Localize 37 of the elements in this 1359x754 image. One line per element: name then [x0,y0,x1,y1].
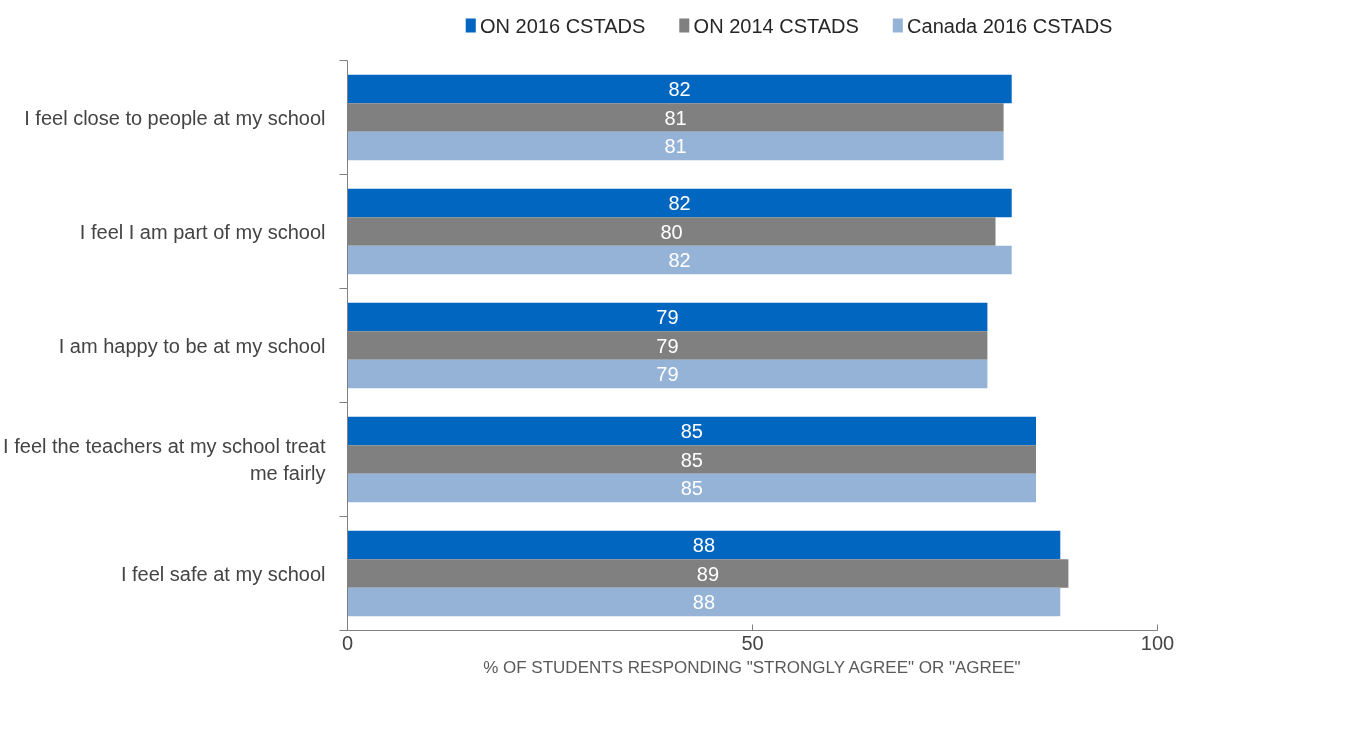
data-label: 82 [668,192,691,214]
x-tick-label: 50 [741,631,764,654]
bar [347,302,988,332]
y-tick-label: I feel the teachers at my school treat me fairly [3,435,326,484]
data-label: 89 [696,562,720,585]
x-tick-label: 0 [341,631,354,654]
data-label: 81 [664,135,687,157]
y-tick-label: I feel I am part of my school [79,220,326,243]
data-label: 85 [680,448,703,471]
legend-label: Canada 2016 CSTADS [907,14,1113,37]
y-tick-label: I feel safe at my school [120,562,326,585]
legend-label: ON 2016 CSTADS [480,14,646,37]
legend-label: ON 2014 CSTADS [693,14,859,37]
bar [347,188,1012,218]
y-tick-label: I feel close to people at my school [24,106,326,129]
data-label: 88 [692,591,716,613]
data-label: 85 [680,477,703,499]
data-label: 85 [680,420,703,442]
data-label: 79 [656,334,679,357]
x-axis-title: % OF STUDENTS RESPONDING "STRONGLY AGREE" OR "AGREE" [483,657,1021,677]
bar [347,359,988,389]
data-label: 81 [664,106,687,129]
data-label: 82 [668,78,691,100]
bar [347,587,1061,617]
bar [347,416,1036,446]
data-label: 88 [692,534,716,556]
bar [347,473,1036,503]
data-label: 82 [668,249,691,271]
data-label: 80 [660,220,683,243]
bar [347,245,1012,275]
data-label: 79 [656,363,679,385]
data-label: 79 [656,306,679,328]
x-tick-label: 100 [1140,631,1175,654]
bar [347,530,1061,560]
y-tick-label: I am happy to be at my school [58,334,326,357]
bar [347,74,1012,104]
bar [347,131,1004,161]
